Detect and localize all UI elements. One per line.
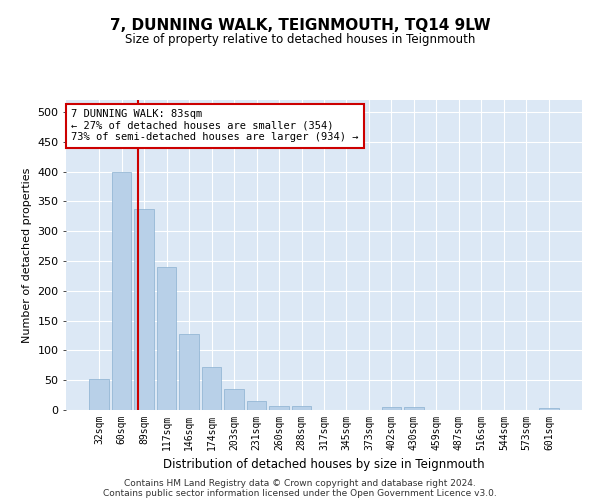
Bar [224, 389, 244, 410]
Text: Contains HM Land Registry data © Crown copyright and database right 2024.: Contains HM Land Registry data © Crown c… [124, 478, 476, 488]
Bar [89, 379, 109, 410]
Bar [382, 407, 401, 410]
Bar [202, 367, 221, 410]
Text: 7, DUNNING WALK, TEIGNMOUTH, TQ14 9LW: 7, DUNNING WALK, TEIGNMOUTH, TQ14 9LW [110, 18, 490, 32]
Bar [157, 267, 176, 410]
Bar [539, 408, 559, 410]
Text: Contains public sector information licensed under the Open Government Licence v3: Contains public sector information licen… [103, 488, 497, 498]
Bar [269, 406, 289, 410]
Bar [247, 401, 266, 410]
Bar [404, 407, 424, 410]
Bar [292, 406, 311, 410]
Bar [134, 209, 154, 410]
Bar [112, 172, 131, 410]
Bar [179, 334, 199, 410]
Text: Size of property relative to detached houses in Teignmouth: Size of property relative to detached ho… [125, 32, 475, 46]
X-axis label: Distribution of detached houses by size in Teignmouth: Distribution of detached houses by size … [163, 458, 485, 471]
Y-axis label: Number of detached properties: Number of detached properties [22, 168, 32, 342]
Text: 7 DUNNING WALK: 83sqm
← 27% of detached houses are smaller (354)
73% of semi-det: 7 DUNNING WALK: 83sqm ← 27% of detached … [71, 110, 359, 142]
